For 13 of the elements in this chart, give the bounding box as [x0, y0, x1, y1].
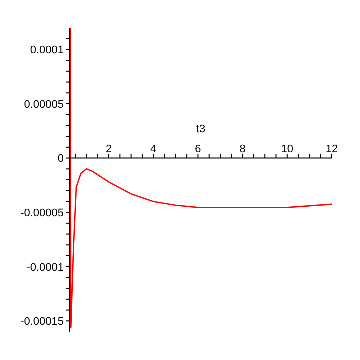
y-tick-label: 0.00005 — [24, 98, 64, 111]
x-tick-label: 8 — [240, 143, 246, 156]
y-tick-label: 0.0001 — [30, 44, 64, 57]
x-tick-label: 4 — [150, 143, 157, 156]
y-tick-label: -0.00005 — [20, 207, 64, 220]
y-tick-label: 0 — [58, 153, 64, 166]
y-tick-label: -0.0001 — [26, 262, 64, 274]
x-axis-title: t3 — [196, 123, 206, 136]
x-tick-label: 12 — [326, 143, 338, 156]
x-tick-label: 6 — [195, 143, 202, 156]
y-tick-label: -0.00015 — [20, 316, 64, 328]
x-tick-label: 10 — [281, 143, 294, 156]
x-tick-label: 2 — [106, 143, 112, 156]
